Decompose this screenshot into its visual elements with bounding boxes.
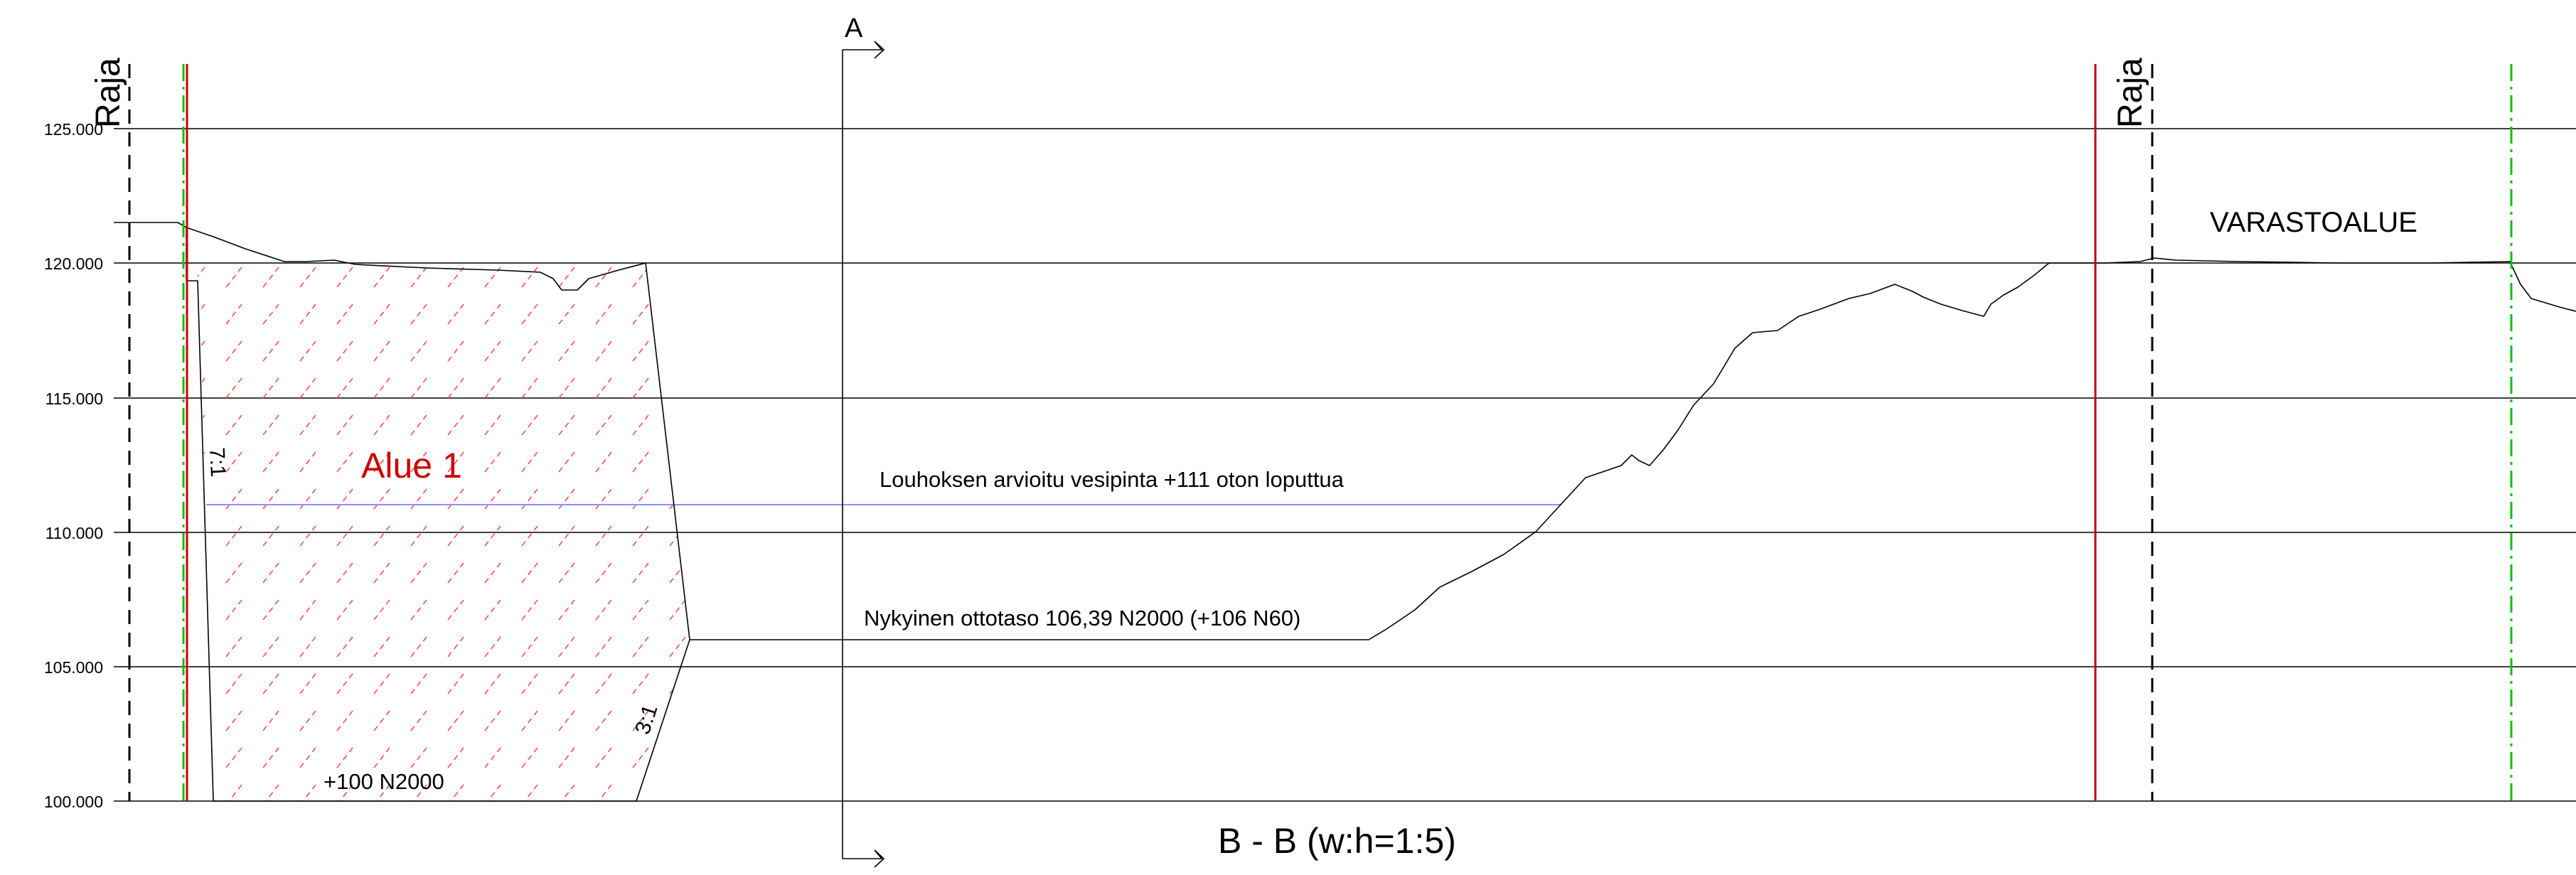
boundary-label-left: Raja: [90, 58, 127, 128]
slope-label-left: 7:1: [205, 447, 230, 478]
water-level-label: Louhoksen arvioitu vesipinta +111 oton l…: [880, 467, 1345, 492]
boundary-label-right: Raja: [2112, 58, 2149, 128]
cut-arrow-top: [843, 41, 885, 59]
tick-label: 120.000: [44, 254, 103, 273]
tick-label: 100.000: [44, 793, 103, 811]
cut-marker-label: A: [845, 14, 863, 43]
storage-area-label: VARASTOALUE: [2210, 207, 2417, 238]
cut-arrow-bottom: [843, 849, 885, 868]
bottom-level-label: +100 N2000: [324, 769, 444, 794]
tick-label: 105.000: [44, 658, 103, 677]
section-title: B - B (w:h=1:5): [1218, 821, 1456, 861]
tick-label: 125.000: [44, 120, 103, 139]
area-1-hatch: [193, 263, 690, 801]
area-label: Alue 1: [361, 446, 462, 485]
tick-label: 110.000: [46, 524, 103, 542]
extraction-level-label: Nykyinen ottotaso 106,39 N2000 (+106 N60…: [864, 606, 1300, 630]
ground-profile: [114, 222, 2576, 640]
tick-label: 115.000: [46, 390, 103, 408]
